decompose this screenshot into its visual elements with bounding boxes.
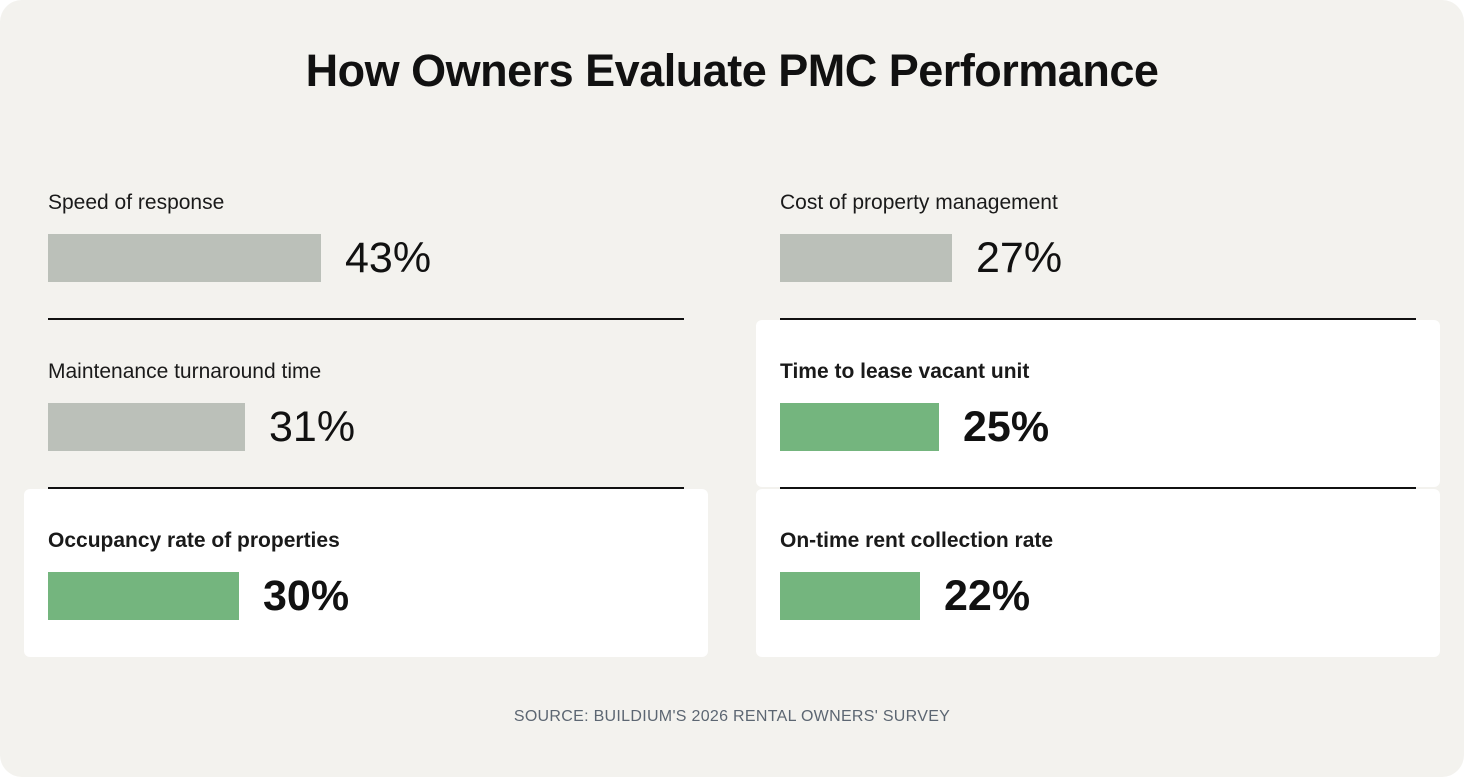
- bar: [48, 572, 239, 620]
- divider-line: [780, 487, 1416, 489]
- bar: [780, 572, 920, 620]
- bar-item: Occupancy rate of properties 30%: [48, 507, 684, 676]
- bar-item: Maintenance turnaround time 31%: [48, 338, 684, 507]
- bar-item: Time to lease vacant unit 25%: [780, 338, 1416, 507]
- category-label: Maintenance turnaround time: [48, 360, 322, 383]
- bar-item: On-time rent collection rate 22%: [780, 507, 1416, 676]
- bar: [780, 403, 939, 451]
- category-label: Speed of response: [48, 191, 225, 214]
- bar-item: Cost of property management 27%: [780, 169, 1416, 338]
- value-label: 43%: [345, 234, 432, 282]
- category-label: On-time rent collection rate: [780, 529, 1054, 552]
- divider-line: [780, 318, 1416, 320]
- bar: [48, 234, 321, 282]
- source-note: SOURCE: BUILDIUM'S 2026 RENTAL OWNERS' S…: [513, 708, 951, 725]
- divider-line: [48, 318, 684, 320]
- chart-title: How Owners Evaluate PMC Performance: [305, 45, 1159, 96]
- category-label: Time to lease vacant unit: [780, 360, 1030, 383]
- category-label: Occupancy rate of properties: [48, 529, 340, 552]
- value-label: 31%: [269, 403, 356, 451]
- bar: [48, 403, 245, 451]
- category-label: Cost of property management: [780, 191, 1058, 214]
- value-label: 30%: [263, 572, 350, 620]
- value-label: 22%: [944, 572, 1031, 620]
- bar-item: Speed of response 43%: [48, 169, 684, 338]
- bar: [780, 234, 952, 282]
- divider-line: [48, 487, 684, 489]
- value-label: 25%: [963, 403, 1050, 451]
- value-label: 27%: [976, 234, 1063, 282]
